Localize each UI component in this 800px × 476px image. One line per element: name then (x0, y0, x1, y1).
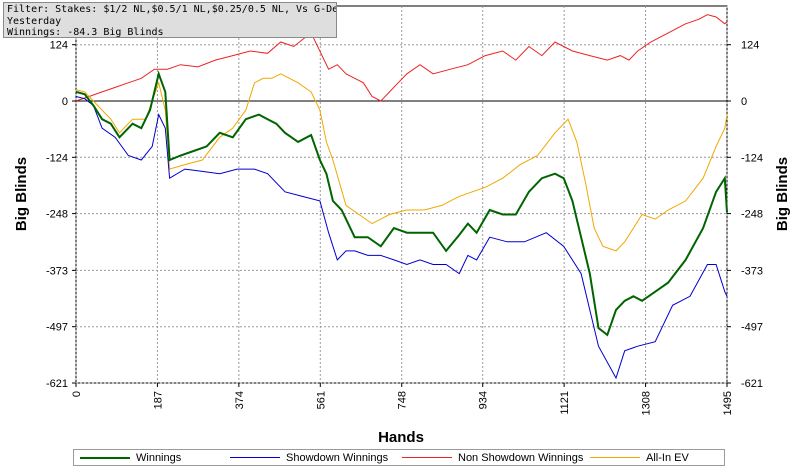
x-tick-label-8: 1495 (722, 391, 734, 415)
y-axis-title-left: Big Blinds (13, 157, 30, 231)
y-tick-label-left-1: 0 (62, 96, 68, 108)
filter-period: Yesterday (7, 15, 62, 27)
x-tick-label-1: 187 (152, 391, 164, 409)
y-tick-label-right-5: -497 (741, 322, 763, 334)
y-tick-label-left-2: -124 (46, 152, 68, 164)
legend-item-showdown: Showdown Winnings (224, 450, 396, 465)
legend-swatch-non-showdown (402, 457, 452, 458)
legend-item-allin-ev: All-In EV (584, 450, 724, 465)
x-tick-label-5: 934 (478, 391, 490, 409)
y-tick-label-left-3: -248 (46, 209, 68, 221)
legend-label-showdown: Showdown Winnings (286, 451, 389, 464)
x-tick-label-0: 0 (71, 391, 83, 397)
series-layer (75, 14, 728, 380)
y-tick-label-left-4: -373 (46, 265, 68, 277)
y-tick-label-right-2: -124 (741, 152, 763, 164)
y-tick-label-right-0: 124 (741, 40, 759, 52)
y-tick-label-right-4: -373 (741, 265, 763, 277)
filter-line: Filter: Stakes: $1/2 NL,$0.5/1 NL,$0.25/… (7, 4, 337, 15)
x-tick-label-3: 561 (315, 391, 327, 409)
y-tick-label-left-6: -621 (46, 378, 68, 390)
legend-swatch-winnings (80, 456, 130, 459)
series-line-winnings (75, 70, 728, 337)
winnings-summary: Winnings: -84.3 Big Blinds (7, 27, 164, 38)
y-tick-label-left-0: 124 (50, 40, 68, 52)
legend-label-winnings: Winnings (136, 451, 182, 464)
y-tick-label-right-3: -248 (741, 209, 763, 221)
legend-label-non-showdown: Non Showdown Winnings (458, 451, 584, 464)
legend-item-winnings: Winnings (74, 450, 224, 465)
y-axis-left-ticks: 124 0 -124 -248 -373 -497 -621 (46, 40, 76, 390)
x-axis-title: Hands (378, 429, 424, 446)
x-tick-label-4: 748 (397, 391, 409, 409)
series-line-showdown-winnings (75, 96, 728, 380)
x-tick-label-2: 374 (234, 391, 246, 409)
y-axis-right-ticks: 124 0 -124 -248 -373 -497 -621 (727, 40, 763, 390)
series-line-non-showdown-winnings (75, 14, 728, 102)
legend-swatch-showdown (230, 457, 280, 458)
series-line-all-in-ev (75, 73, 728, 252)
x-tick-label-7: 1308 (641, 391, 653, 415)
y-tick-label-left-5: -497 (46, 322, 68, 334)
legend-label-allin-ev: All-In EV (646, 451, 689, 464)
y-tick-label-right-1: 0 (741, 96, 747, 108)
legend-swatch-allin-ev (590, 457, 640, 458)
x-axis-ticks: 0 187 374 561 748 934 1121 1308 1495 (71, 383, 734, 415)
legend: Winnings Showdown Winnings Non Showdown … (73, 449, 725, 466)
filter-info-box: Filter: Stakes: $1/2 NL,$0.5/1 NL,$0.25/… (3, 2, 337, 38)
y-tick-label-right-6: -621 (741, 378, 763, 390)
y-axis-title-right: Big Blinds (774, 157, 791, 231)
legend-item-non-showdown: Non Showdown Winnings (396, 450, 584, 465)
x-tick-label-6: 1121 (559, 391, 571, 415)
